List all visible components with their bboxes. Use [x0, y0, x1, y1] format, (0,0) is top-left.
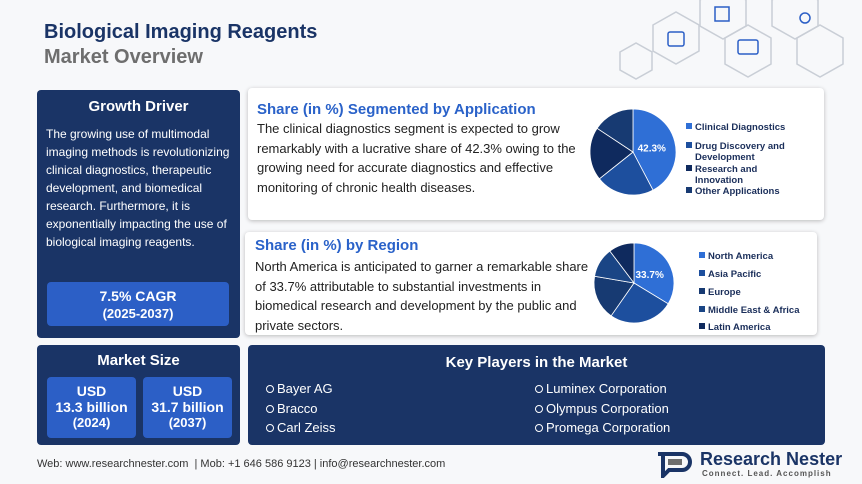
legend-item: Middle East & Africa — [699, 305, 808, 316]
legend-swatch — [686, 165, 692, 171]
size-currency: USD — [172, 383, 203, 399]
legend-label: Europe — [708, 287, 741, 298]
legend-swatch — [699, 323, 705, 329]
card-text: The clinical diagnostics segment is expe… — [257, 121, 576, 195]
size-box: USD 31.7 billion (2037) — [143, 377, 232, 438]
legend-swatch — [699, 306, 705, 312]
pie-slice — [596, 108, 634, 153]
player: Bracco — [266, 401, 317, 416]
player-name: Carl Zeiss — [277, 420, 336, 435]
panel-text: The growing use of multimodal imaging me… — [46, 127, 230, 249]
slice-label: 33.7% — [636, 270, 664, 281]
legend-swatch — [699, 252, 705, 258]
pie-slice — [633, 242, 675, 305]
legend-swatch — [686, 142, 692, 148]
size-year: (2024) — [72, 415, 111, 430]
legend-item: Other Applications — [686, 186, 795, 197]
legend-item: Europe — [699, 287, 808, 298]
panel-title: Market Size — [97, 352, 180, 369]
player-name: Promega Corporation — [546, 420, 671, 435]
legend-label: Other Applications — [695, 186, 780, 197]
pies: 42.3% 33.7% — [589, 108, 677, 324]
growth-panel: Growth Driver The growing use of multimo… — [37, 90, 240, 338]
pie-slice — [632, 108, 677, 191]
bullet — [535, 404, 543, 413]
player-name: Bayer AG — [277, 381, 333, 396]
player: Carl Zeiss — [266, 420, 336, 435]
player: Bayer AG — [266, 381, 333, 396]
tagline: Connect. Lead. Accomplish — [702, 469, 832, 478]
key-players-panel: Key Players in the Market Bayer AG Bracco… — [248, 345, 825, 445]
pie-slice — [598, 151, 654, 196]
legend-item: North America — [699, 251, 808, 262]
pie-slice — [609, 242, 635, 285]
title: Biological Imaging Reagents — [44, 21, 318, 43]
legend-item: Clinical Diagnostics — [686, 122, 795, 133]
card-title: Share (in %) Segmented by Application — [257, 101, 536, 118]
legend-swatch — [699, 288, 705, 294]
pie-slice — [610, 282, 669, 324]
bullet — [535, 424, 543, 432]
legend-item: Drug Discovery and Development — [686, 141, 795, 163]
legend-label: Research and Innovation — [695, 164, 758, 186]
size-currency: USD — [76, 383, 107, 399]
legend-swatch — [699, 270, 705, 276]
player-name: Olympus Corporation — [546, 400, 669, 416]
bullet — [266, 404, 274, 413]
player-name: Bracco — [277, 400, 318, 416]
player: Olympus Corporation — [535, 401, 669, 416]
hex-decoration — [619, 0, 844, 80]
panel-title: Growth Driver — [88, 98, 189, 115]
size-value: 13.3 billion — [55, 399, 128, 415]
legend-label: Clinical Diagnostics — [695, 122, 786, 133]
subtitle: Market Overview — [44, 46, 203, 68]
cagr-box: 7.5% CAGR (2025-2037) — [47, 282, 229, 326]
logo-icon — [658, 452, 692, 478]
pie-slice — [593, 275, 635, 317]
legend-label: Drug Discovery and Development — [695, 141, 785, 163]
size-value: 31.7 billion — [151, 399, 224, 415]
pie-slice — [589, 127, 634, 180]
application-card: Share (in %) Segmented by Application Th… — [248, 88, 824, 220]
size-box: USD 13.3 billion (2024) — [47, 377, 136, 438]
legend-swatch — [686, 123, 692, 129]
legend-label: North America — [708, 251, 774, 262]
region-card: Share (in %) by Region North America is … — [245, 232, 817, 335]
panel-title: Key Players in the Market — [445, 354, 628, 371]
card-title: Share (in %) by Region — [255, 237, 419, 254]
card-text: North America is anticipated to garner a… — [255, 259, 589, 333]
bullet — [266, 385, 274, 393]
legend-item: Research and Innovation — [686, 164, 795, 186]
player-name: Luminex Corporation — [546, 381, 667, 396]
legend-swatch — [686, 187, 692, 193]
cagr: 7.5% CAGR — [99, 288, 177, 304]
slice-label: 42.3% — [638, 143, 666, 154]
player: Luminex Corporation — [535, 381, 667, 396]
bullet — [266, 424, 274, 432]
legend-item: Latin America — [699, 322, 808, 333]
market-size-panel: Market Size USD 13.3 billion (2024) USD 31.7… — [37, 345, 240, 445]
legend-label: Asia Pacific — [708, 269, 762, 280]
bullet — [535, 385, 543, 393]
player: Promega Corporation — [535, 420, 670, 435]
legend-label: Latin America — [708, 322, 771, 333]
brand: Research Nester — [700, 449, 843, 469]
legend-item: Asia Pacific — [699, 269, 808, 280]
size-year: (2037) — [168, 415, 207, 430]
legend-label: Middle East & Africa — [708, 305, 800, 316]
cagr-period: (2025-2037) — [102, 306, 174, 321]
footer-contact: Web: www.researchnester.com | Mob: +1 64… — [37, 458, 446, 470]
